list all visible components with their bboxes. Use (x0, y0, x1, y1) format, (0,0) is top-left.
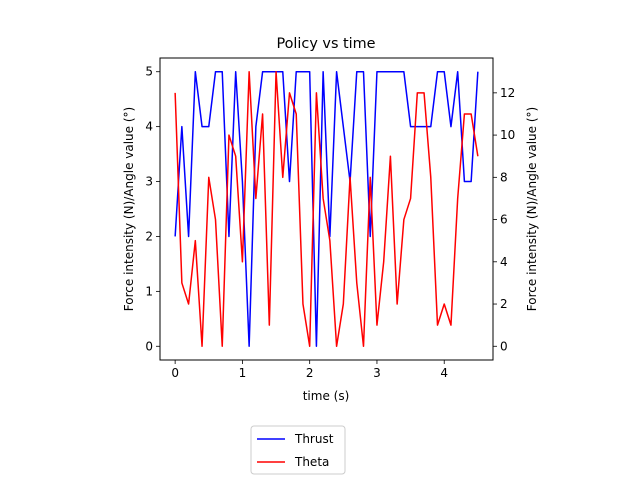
y-right-tick-label: 12 (500, 86, 515, 100)
plot-area (174, 70, 479, 348)
x-tick-label: 2 (306, 366, 314, 380)
x-tick-label: 1 (239, 366, 247, 380)
plot-frame (159, 57, 494, 361)
y-left-tick-label: 4 (145, 120, 153, 134)
legend-label-theta: Theta (294, 455, 329, 469)
x-axis-label: time (s) (303, 389, 350, 403)
legend: Thrust Theta (250, 425, 346, 475)
y-right-tick-label: 4 (500, 255, 508, 269)
y-right-tick-label: 6 (500, 213, 508, 227)
y-left-tick-label: 5 (145, 65, 153, 79)
x-tick-label: 3 (373, 366, 381, 380)
x-tick-label: 4 (440, 366, 448, 380)
y-left-tick-label: 3 (145, 175, 153, 189)
y-right-tick-label: 10 (500, 128, 515, 142)
y-left-tick-label: 1 (145, 284, 153, 298)
y-axis-label-right: Force intensity (N)/Angle value (°) (525, 107, 539, 311)
y-right-tick-label: 2 (500, 297, 508, 311)
y-left-tick-label: 0 (145, 339, 153, 353)
y-left-tick-label: 2 (145, 229, 153, 243)
y-right-tick-label: 8 (500, 170, 508, 184)
chart-title: Policy vs time (276, 36, 375, 52)
series-line-theta (174, 70, 479, 348)
y-axis-left: 0 1 2 3 4 5 (145, 65, 160, 353)
y-axis-label-left: Force intensity (N)/Angle value (°) (122, 107, 136, 311)
x-axis: 0 1 2 3 4 (171, 360, 448, 380)
y-axis-right: 0 2 4 6 8 10 12 (493, 86, 515, 353)
y-right-tick-label: 0 (500, 339, 508, 353)
x-tick-label: 0 (171, 366, 179, 380)
legend-label-thrust: Thrust (294, 432, 334, 446)
